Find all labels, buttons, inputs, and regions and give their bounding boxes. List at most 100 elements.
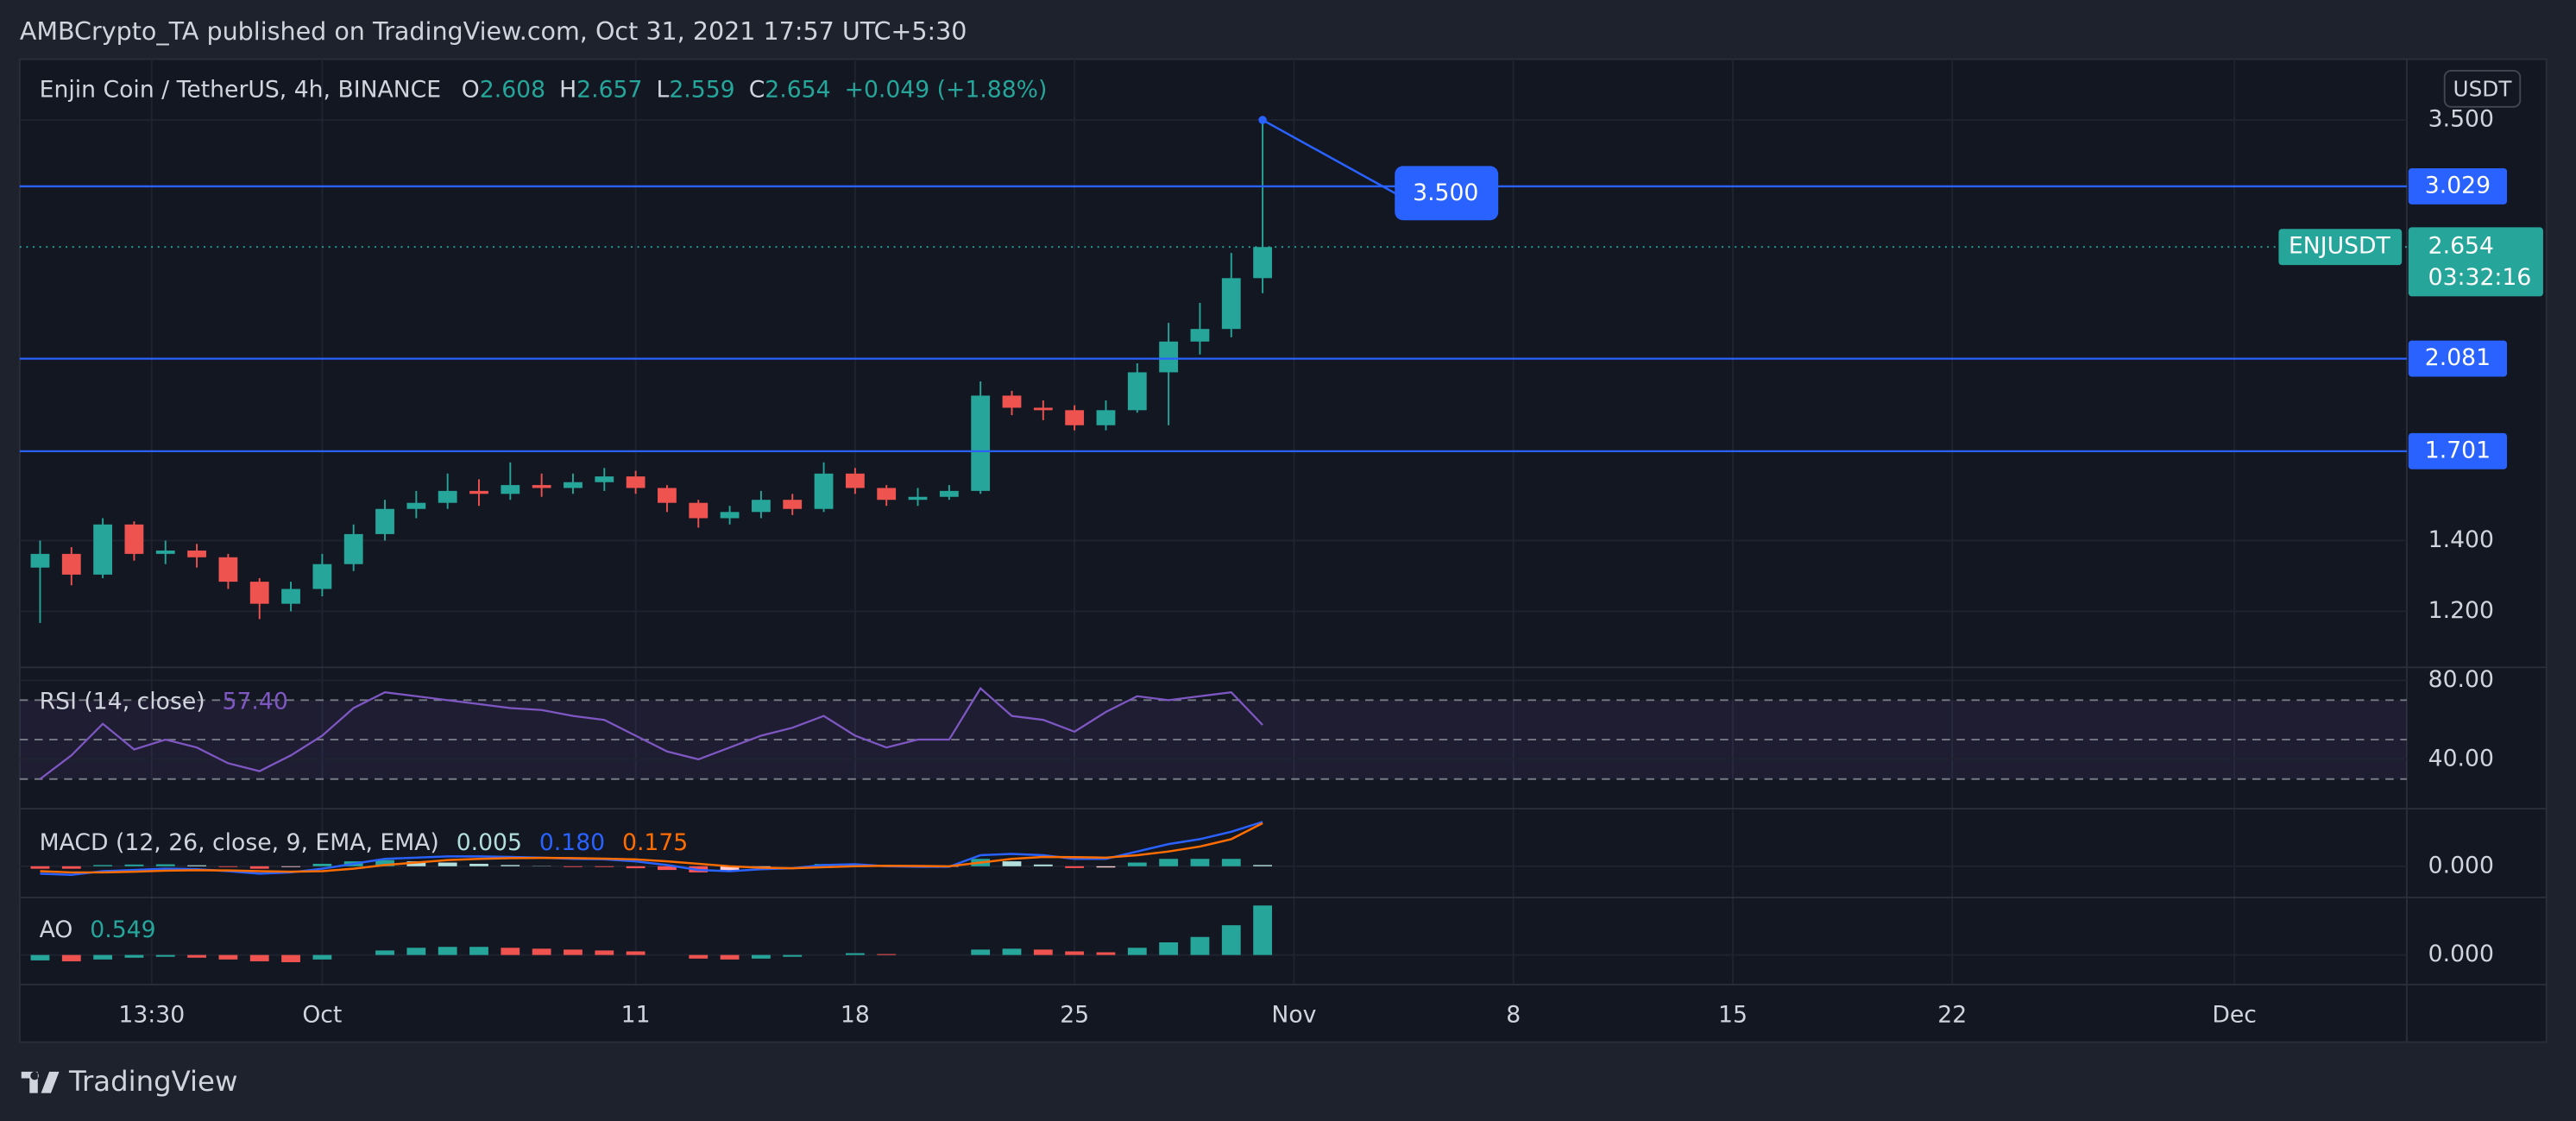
candle-body [877,488,897,501]
last-price-label: 2.654 [2428,233,2494,260]
legend-l: 2.559 [669,76,734,103]
currency[interactable]: USDT [2453,77,2512,102]
ao-bar [1253,905,1272,955]
macd-histogram-bar [218,866,238,867]
candle-body [971,395,991,491]
y-tick-label: 0.000 [2428,941,2494,967]
candle-body [312,564,332,589]
ao-bar [1033,949,1053,955]
macd-histogram-bar [658,866,677,871]
macd-histogram-bar [469,863,488,866]
candle-body [93,524,113,575]
level-label: 1.701 [2425,437,2491,463]
currency-box[interactable] [2443,69,2522,108]
legend-o-label: O [462,76,480,103]
candle-body [61,553,81,575]
candle-body [30,553,50,568]
ao-bar [783,954,803,957]
candle-body [1002,395,1022,408]
ao-bar [971,949,991,955]
ao-bar [1159,942,1179,955]
level-label-box [2408,167,2508,205]
chart-layer: 13:30 Oct 11 18 25 Nov 8 15 22 Dec 3.500 1.400 1.200… [19,59,2494,1029]
brand-logo [21,1071,60,1093]
candle-body [1065,410,1085,425]
rsi-line [39,686,1263,780]
candle-body [438,490,457,503]
ao-bar [30,954,50,960]
legend-title: Enjin Coin / TetherUS, 4h, BINANCE [40,76,441,103]
ao-bar [469,947,488,955]
macd-histogram-bar [564,866,583,867]
candle-body [1190,329,1210,342]
ao-bar [1127,948,1147,955]
macd-histogram-bar [1253,865,1272,866]
countdown-label: 03:32:16 [2428,264,2532,291]
macd-histogram-bar [375,860,394,866]
candle-body [375,508,394,534]
ao-bar [1221,925,1241,955]
candle-body [1033,407,1053,411]
y-tick-label: 1.200 [2428,597,2494,624]
candle-body [1221,278,1241,330]
candle-body [343,533,363,564]
last-price-box [2408,227,2543,297]
ao-bar [155,954,175,957]
macd-histogram-bar [1190,859,1210,866]
ao-bar [752,954,771,959]
ao-bar [1190,936,1210,955]
ao-bar [187,954,206,958]
x-tick-label: 25 [1060,1002,1089,1029]
macd-histogram-bar [30,866,50,869]
macd-legend: MACD (12, 26, close, 9, EMA, EMA) 0.005 … [40,829,689,856]
x-tick-label: Dec [2212,1002,2257,1029]
candle-body [406,502,426,509]
candle-body [469,490,488,494]
candle-body [249,582,269,604]
ao-bar [595,950,614,955]
macd-histogram-bar [1065,866,1085,868]
ao-bar [375,950,394,955]
candle-body [626,476,646,488]
y-tick-label: 40.00 [2428,745,2494,771]
callout-anchor [1258,116,1267,124]
candle-body [845,473,865,488]
x-tick-label: Nov [1271,1002,1316,1029]
candle-body [564,482,583,488]
candle-body [532,485,551,488]
brand: TradingView [68,1065,237,1098]
macd-histogram-bar [501,865,520,866]
publisher-line: AMBCrypto_TA published on TradingView.co… [20,16,967,46]
ao-bar [93,954,113,960]
ao-title: AO [40,916,73,943]
ao-bar [124,954,144,958]
symbol-label: ENJUSDT [2289,233,2391,260]
rsi-title: RSI (14, close) [40,688,205,715]
macd-histogram-bar [281,866,300,867]
x-tick-label: 22 [1937,1002,1967,1029]
x-tick-label: Oct [302,1002,342,1029]
x-tick-label: 11 [621,1002,651,1029]
candle-body [1127,372,1147,411]
legend-o: 2.608 [480,76,545,103]
overlay-layer: 3.029 2.081 1.701 ENJUSDT 2.654 03:32:16 3.500 [1258,116,2543,469]
candle-body [658,488,677,503]
candle-body [1253,247,1272,279]
ao-bar [249,954,269,961]
legend-change: +0.049 (+1.88%) [845,76,1048,103]
macd-histogram-bar [1221,859,1241,866]
rsi-legend: RSI (14, close) 57.40 [40,688,288,715]
macd-histogram-bar [1127,862,1147,866]
callout-label: 3.500 [1413,179,1478,206]
legend-c-label: C [749,76,765,103]
macd-histogram-bar [312,863,332,866]
macd-histogram-bar [93,865,113,866]
macd-histogram-bar [1096,866,1116,868]
macd-hist-value: 0.005 [457,829,522,856]
candle-body [720,512,740,519]
ao-bar [1002,948,1022,955]
ao-bar [720,954,740,960]
macd-histogram-bar [1033,864,1053,866]
ao-bar [564,949,583,955]
